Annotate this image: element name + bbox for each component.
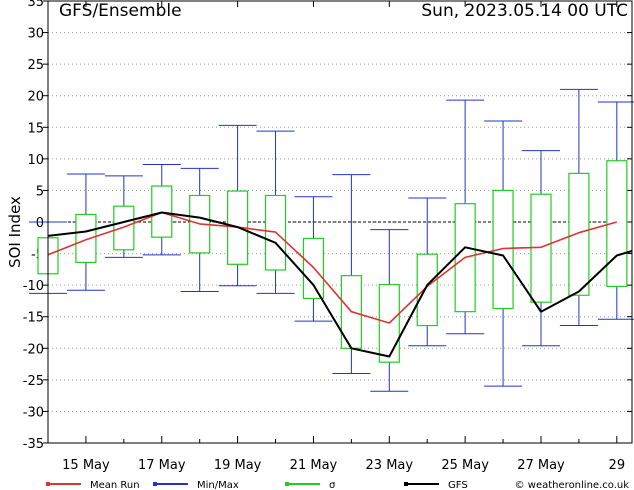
y-tick-label: 15 bbox=[27, 121, 44, 136]
y-tick-label: 30 bbox=[27, 27, 44, 42]
ensemble-box bbox=[521, 150, 560, 347]
ensemble-box bbox=[180, 167, 219, 292]
legend-label: Min/Max bbox=[197, 480, 239, 490]
legend-item: σ bbox=[285, 480, 336, 490]
sigma-box bbox=[113, 205, 135, 251]
ensemble-box bbox=[559, 88, 598, 327]
y-tick-label: -10 bbox=[23, 279, 44, 294]
ensemble-box bbox=[142, 164, 181, 256]
legend-item: GFS bbox=[404, 480, 468, 490]
copyright-footer: © weatheronline.co.uk bbox=[515, 480, 630, 490]
sigma-box bbox=[416, 253, 438, 327]
legend-swatch-marker bbox=[285, 482, 289, 486]
series-lines bbox=[47, 211, 633, 358]
gfs-line bbox=[47, 211, 633, 358]
x-tick-label: 17 May bbox=[138, 458, 186, 473]
y-tick-label: 25 bbox=[27, 58, 44, 73]
ensemble-box bbox=[446, 99, 485, 335]
y-tick-label: 10 bbox=[27, 153, 44, 168]
legend-swatch-marker bbox=[153, 482, 157, 486]
legend-label: σ bbox=[329, 480, 336, 490]
x-tick-label: 15 May bbox=[62, 458, 110, 473]
ensemble-boxes bbox=[29, 88, 634, 392]
ensemble-box bbox=[294, 196, 333, 322]
ensemble-box bbox=[104, 175, 143, 258]
plot-border bbox=[47, 0, 633, 444]
ensemble-box bbox=[218, 124, 257, 287]
x-tick-label: 21 May bbox=[290, 458, 338, 473]
y-tick-label: -15 bbox=[23, 311, 44, 326]
x-tick-label: 27 May bbox=[517, 458, 565, 473]
y-axis-ticks: -35-30-25-20-15-10-505101520253035 bbox=[23, 0, 632, 452]
ensemble-box bbox=[597, 101, 634, 320]
y-tick-label: 5 bbox=[36, 184, 44, 199]
y-tick-label: 35 bbox=[27, 0, 44, 10]
ensemble-box bbox=[408, 197, 447, 347]
plot-frame bbox=[47, 0, 633, 444]
y-tick-label: -30 bbox=[23, 405, 44, 420]
x-tick-label: 23 May bbox=[366, 458, 414, 473]
legend-item: Min/Max bbox=[153, 480, 239, 490]
y-tick-label: -25 bbox=[23, 374, 44, 389]
y-tick-label: 0 bbox=[36, 216, 44, 231]
y-axis-label: SOI Index bbox=[6, 196, 24, 268]
sigma-box bbox=[75, 213, 97, 264]
y-tick-label: 20 bbox=[27, 90, 44, 105]
y-tick-label: -20 bbox=[23, 342, 44, 357]
ensemble-box bbox=[484, 120, 523, 387]
x-tick-label: 19 May bbox=[214, 458, 262, 473]
legend-item: Mean Run bbox=[46, 480, 140, 490]
ensemble-box bbox=[332, 174, 371, 375]
run-timestamp: Sun, 2023.05.14 00 UTC bbox=[421, 1, 628, 21]
x-tick-label: 25 May bbox=[441, 458, 489, 473]
legend-swatch-marker bbox=[404, 482, 408, 486]
legend-label: Mean Run bbox=[90, 480, 140, 490]
sigma-box bbox=[492, 189, 514, 310]
sigma-box bbox=[568, 172, 590, 296]
x-axis-ticks: 15 May 17 May 19 May 21 May 23 May 25 May 27 M… bbox=[47, 1, 626, 473]
x-tick-label: 29 bbox=[609, 458, 626, 473]
y-tick-label: -35 bbox=[23, 437, 44, 452]
ensemble-box bbox=[256, 130, 295, 294]
chart-title: GFS/Ensemble bbox=[59, 1, 182, 21]
legend: Mean Run Min/Max σ GFS bbox=[46, 480, 468, 490]
legend-swatch-marker bbox=[46, 482, 50, 486]
mean-run-line bbox=[47, 211, 618, 324]
legend-label: GFS bbox=[448, 480, 468, 490]
